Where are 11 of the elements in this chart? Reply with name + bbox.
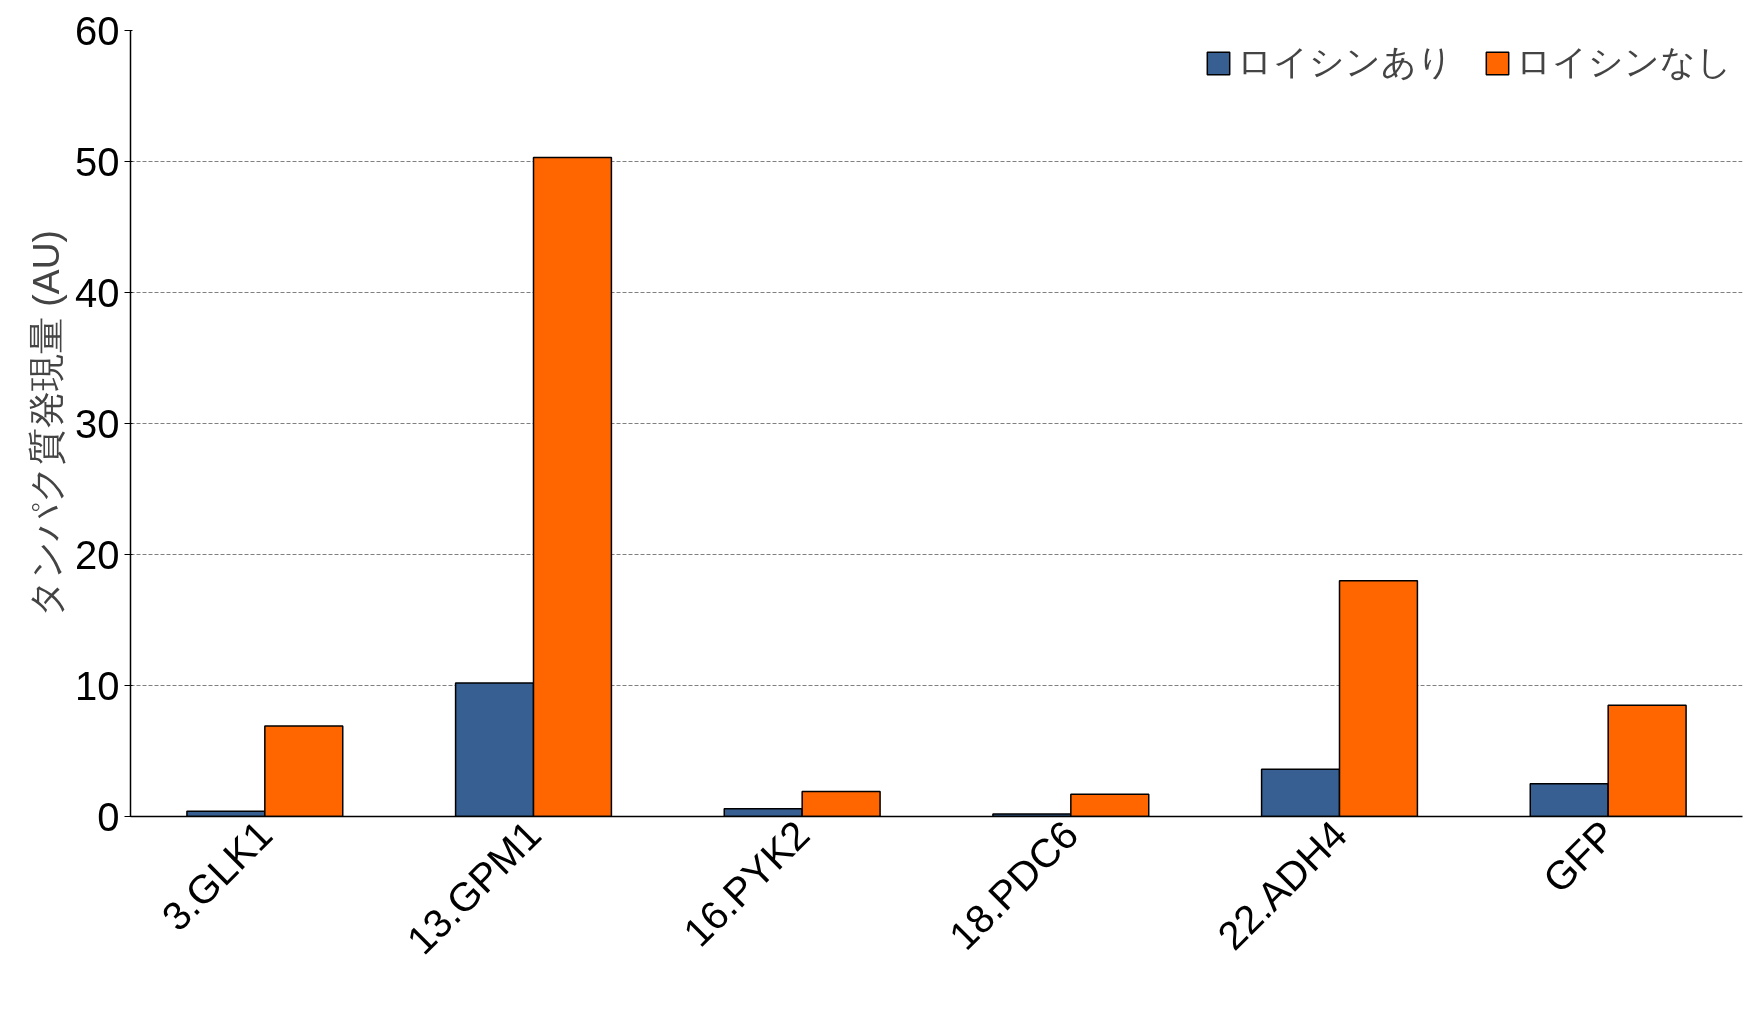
legend-label: ロイシンなし — [1516, 42, 1732, 83]
y-tick-label: 20 — [75, 532, 120, 577]
y-tick-label: 50 — [75, 139, 120, 184]
y-tick-label: 30 — [75, 401, 120, 446]
y-tick-label: 60 — [75, 8, 120, 53]
y-axis-title: タンパク質発現量 (AU) — [25, 229, 68, 618]
y-tick-label: 40 — [75, 270, 120, 315]
y-tick-label: 0 — [97, 794, 120, 839]
y-tick-label: 10 — [75, 663, 120, 708]
legend-label: ロイシンあり — [1237, 42, 1453, 83]
x-tick-label: GFP — [1534, 811, 1624, 902]
